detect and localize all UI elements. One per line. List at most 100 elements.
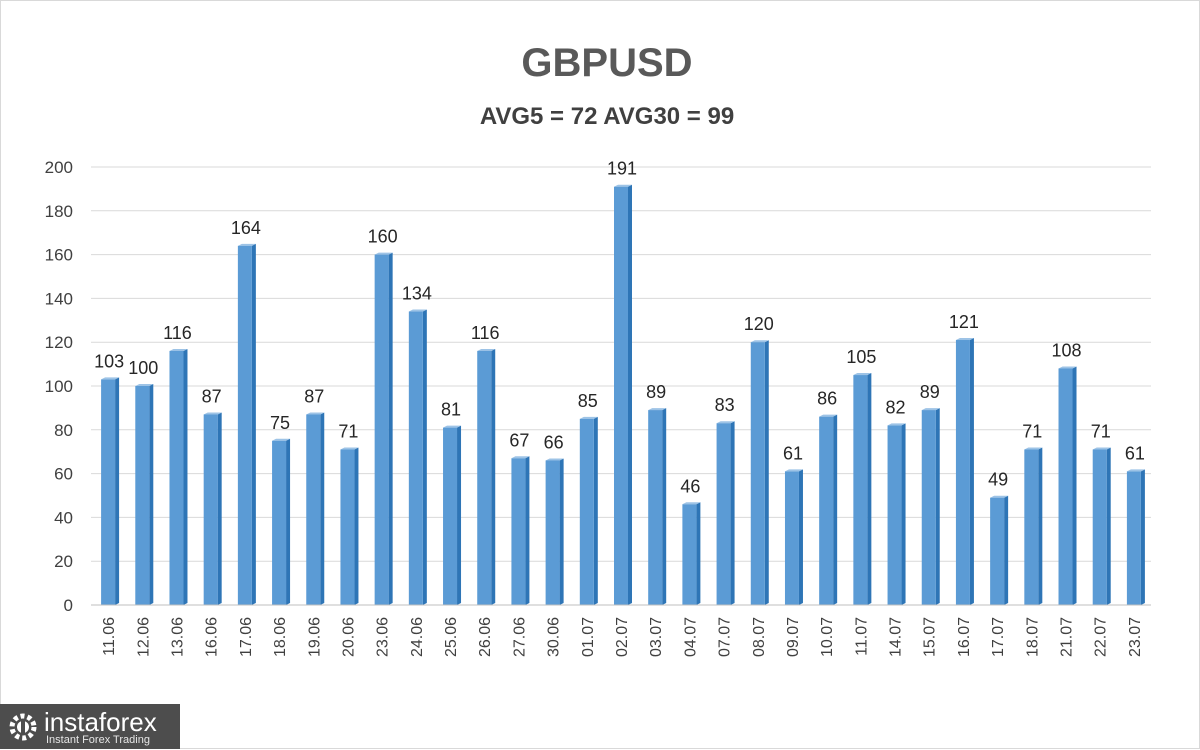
bar-top [648, 408, 667, 411]
bar [135, 386, 150, 605]
bar-top [101, 377, 120, 380]
bar-side [251, 243, 256, 605]
y-tick-label: 200 [45, 158, 73, 177]
bar-side [969, 338, 974, 605]
bar-side [388, 252, 393, 605]
data-label: 116 [471, 323, 500, 343]
bar-side [354, 447, 359, 605]
data-label: 100 [128, 358, 158, 378]
bar-top [1126, 469, 1145, 472]
x-tick-label: 01.07 [580, 617, 597, 657]
bar [1058, 368, 1073, 605]
x-tick-label: 15.07 [922, 617, 939, 657]
bar-top [340, 447, 359, 450]
bar-side [149, 384, 154, 605]
bar-top [955, 338, 974, 341]
bar [750, 342, 765, 605]
data-label: 85 [578, 391, 598, 411]
data-label: 164 [231, 218, 261, 238]
bar [990, 497, 1005, 605]
bar [853, 375, 868, 605]
data-label: 121 [949, 312, 979, 332]
data-label: 67 [509, 430, 529, 450]
bar-top [374, 252, 393, 255]
x-tick-label: 17.06 [238, 617, 255, 657]
data-label: 108 [1051, 340, 1081, 360]
y-tick-label: 40 [54, 508, 73, 527]
x-tick-label: 04.07 [682, 617, 699, 657]
data-label: 191 [607, 159, 637, 179]
x-tick-label: 08.07 [751, 617, 768, 657]
bar-side [1038, 447, 1043, 605]
x-tick-label: 22.07 [1093, 617, 1110, 657]
x-tick-label: 25.06 [443, 617, 460, 657]
bar-top [408, 309, 427, 312]
x-tick-label: 18.07 [1024, 617, 1041, 657]
watermark-brand: instaforex [44, 707, 157, 737]
bar-top [1058, 366, 1077, 369]
bar-top [203, 412, 222, 415]
data-label: 83 [715, 395, 735, 415]
bar [716, 423, 731, 605]
bar-top [887, 423, 906, 426]
bar [921, 410, 936, 605]
bar-top [1024, 447, 1043, 450]
bar-side [935, 408, 940, 605]
bar-top [237, 243, 256, 246]
bar-side [183, 348, 188, 605]
bar [101, 379, 116, 605]
bar-top [272, 438, 291, 441]
bar-top [511, 456, 530, 459]
data-label: 81 [441, 400, 461, 420]
bar-side [833, 414, 838, 605]
bar-top [990, 495, 1009, 498]
y-tick-label: 120 [45, 333, 73, 352]
bar [1024, 449, 1039, 605]
x-tick-label: 16.06 [204, 617, 221, 657]
bar [443, 427, 458, 605]
bar-side [1072, 366, 1077, 605]
x-tick-label: 23.06 [375, 617, 392, 657]
data-label: 160 [368, 227, 398, 247]
x-tick-label: 12.06 [135, 617, 152, 657]
x-tick-label: 23.07 [1127, 617, 1144, 657]
y-tick-label: 20 [54, 552, 73, 571]
bar [955, 340, 970, 605]
data-label: 86 [817, 389, 837, 409]
bar-top [921, 408, 940, 411]
data-label: 46 [680, 476, 700, 496]
data-label: 105 [846, 347, 876, 367]
x-tick-label: 26.06 [477, 617, 494, 657]
bar-side [320, 412, 325, 605]
bar-side [764, 340, 769, 605]
x-tick-label: 10.07 [819, 617, 836, 657]
data-label: 66 [544, 432, 564, 452]
watermark-tagline: Instant Forex Trading [46, 734, 150, 746]
x-tick-label: 02.07 [614, 617, 631, 657]
gear-logo-icon [9, 713, 37, 741]
x-tick-label: 14.07 [888, 617, 905, 657]
bar-top [169, 348, 188, 351]
bar-side [115, 377, 120, 605]
data-label: 82 [886, 397, 906, 417]
bar [614, 186, 628, 605]
x-tick-label: 21.07 [1059, 617, 1076, 657]
x-tick-label: 20.06 [340, 617, 357, 657]
bar-side [696, 502, 701, 605]
bar-side [559, 458, 564, 605]
x-tick-label: 11.06 [101, 617, 118, 656]
bar-top [784, 469, 803, 472]
bar [682, 504, 697, 605]
bar-top [579, 416, 598, 419]
bar-top [682, 502, 701, 505]
data-label: 49 [988, 470, 1008, 490]
bar [408, 311, 423, 605]
x-tick-label: 17.07 [990, 617, 1007, 657]
bar-top [1092, 447, 1111, 450]
bar-top [853, 373, 872, 376]
bar [648, 410, 663, 605]
chart-title: GBPUSD [521, 41, 693, 85]
data-label: 134 [402, 284, 432, 304]
bar-side [901, 423, 906, 605]
bar-top [545, 458, 564, 461]
